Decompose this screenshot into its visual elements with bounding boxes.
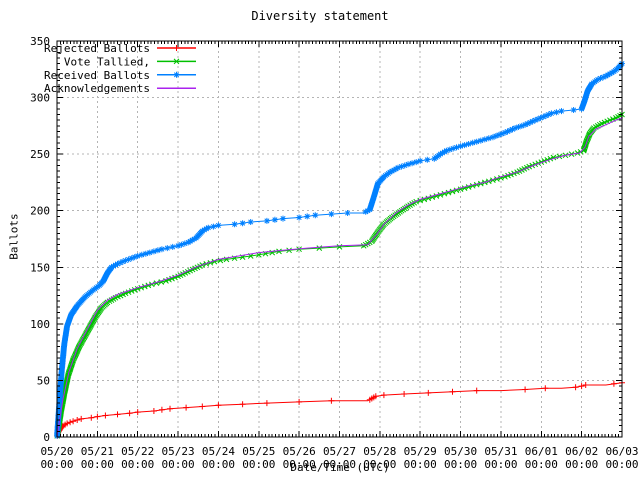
legend-label-2: Received Ballots [44,69,150,82]
y-tick-label: 150 [30,261,50,274]
legend-sample-marker-1 [173,58,180,65]
y-tick-label: 100 [30,318,50,331]
x-tick-date-label: 06/03 [605,445,638,458]
series-markers-1 [54,111,625,439]
legend-label-3: Acknowledgements [44,82,150,95]
x-tick-time-label: 00:00 [162,458,195,471]
grid-lines [56,40,623,438]
chart-title: Diversity statement [251,9,389,23]
y-tick-label: 0 [43,431,50,444]
series-line-0 [56,382,623,438]
series-line-3 [56,117,623,438]
y-axis-label: Ballots [7,213,21,260]
x-tick-time-label: 00:00 [283,458,316,471]
x-tick-date-label: 05/20 [40,445,73,458]
x-tick-time-label: 00:00 [363,458,396,471]
x-tick-time-label: 00:00 [81,458,114,471]
legend-sample-marker-0 [173,45,180,51]
x-tick-time-label: 00:00 [242,458,275,471]
legend-label-1: Vote Tallied, [64,55,150,68]
x-tick-time-label: 00:00 [605,458,638,471]
y-tick-label: 200 [30,205,50,218]
x-tick-date-label: 05/25 [242,445,275,458]
x-tick-time-label: 00:00 [565,458,598,471]
x-tick-date-label: 05/22 [121,445,154,458]
axis-ticks [56,40,623,438]
y-tick-label: 250 [30,148,50,161]
x-axis-label: Date/Time (UTC) [290,461,390,474]
x-tick-time-label: 00:00 [202,458,235,471]
x-tick-date-label: 05/31 [484,445,517,458]
x-tick-date-label: 06/02 [565,445,598,458]
legend-label-0: Rejected Ballots [44,42,150,55]
x-tick-date-label: 05/23 [162,445,195,458]
y-tick-label: 350 [30,35,50,48]
x-tick-time-label: 00:00 [404,458,437,471]
x-tick-time-label: 00:00 [484,458,517,471]
x-tick-date-label: 05/21 [81,445,114,458]
x-tick-time-label: 00:00 [323,458,356,471]
x-tick-time-label: 00:00 [121,458,154,471]
x-tick-date-label: 05/29 [404,445,437,458]
x-tick-time-label: 00:00 [40,458,73,471]
legend-sample-marker-2 [173,71,180,78]
x-tick-time-label: 00:00 [444,458,477,471]
x-tick-date-label: 05/30 [444,445,477,458]
y-tick-label: 50 [37,374,50,387]
x-tick-date-label: 05/24 [202,445,235,458]
x-tick-date-label: 06/01 [525,445,558,458]
x-tick-time-label: 00:00 [525,458,558,471]
x-tick-date-label: 05/27 [323,445,356,458]
x-tick-date-label: 05/28 [363,445,396,458]
y-tick-label: 300 [30,92,50,105]
x-tick-date-label: 05/26 [283,445,316,458]
